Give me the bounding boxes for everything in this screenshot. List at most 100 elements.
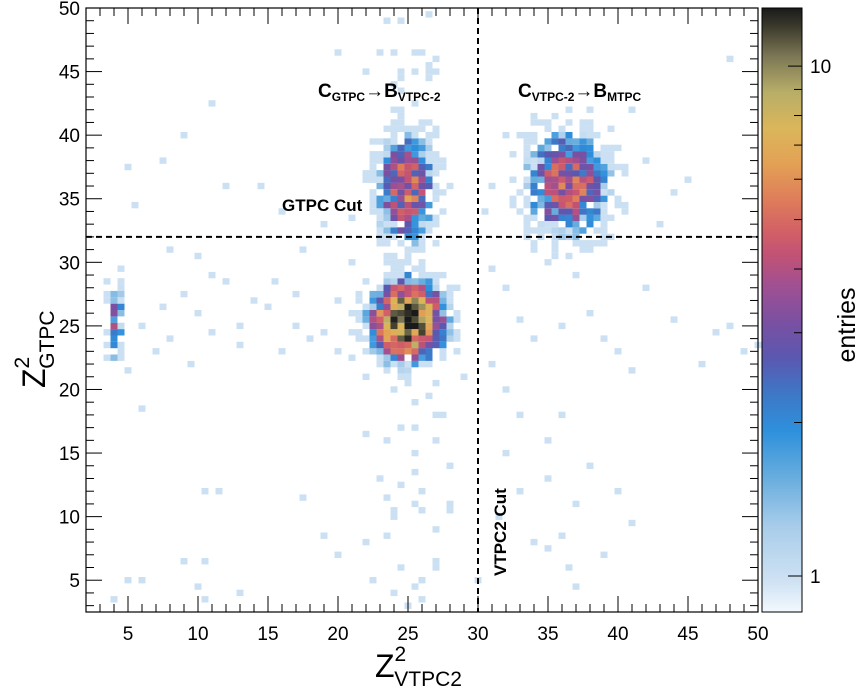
heatmap-cell <box>180 290 188 298</box>
heatmap-cell <box>579 227 587 234</box>
heatmap-cell <box>572 208 580 215</box>
heatmap-cell <box>404 316 412 323</box>
heatmap-cell <box>397 424 405 431</box>
heatmap-cell <box>369 329 377 336</box>
heatmap-cell <box>418 208 426 215</box>
heatmap-cell <box>390 81 398 88</box>
y-axis: 5 10 15 20 25 30 35 40 45 50 <box>59 0 758 607</box>
heatmap-cell <box>600 214 608 221</box>
heatmap-cell <box>376 341 384 349</box>
heatmap-cell <box>432 151 440 158</box>
heatmap-cell <box>418 221 426 228</box>
heatmap-cell <box>446 303 454 310</box>
heatmap-cell <box>530 163 538 171</box>
heatmap-cell <box>551 138 559 145</box>
heatmap-cell <box>439 348 447 355</box>
heatmap-cell <box>509 201 517 209</box>
heatmap-cell <box>516 208 524 215</box>
heatmap-cell <box>404 373 412 380</box>
heatmap-cell <box>593 208 601 215</box>
heatmap-cell <box>418 335 426 342</box>
heatmap-cell <box>404 201 412 209</box>
heatmap-cell <box>418 316 426 323</box>
heatmap-cell <box>383 367 391 374</box>
heatmap-cell <box>355 290 363 298</box>
heatmap-cell <box>628 106 636 113</box>
x-tick-label: 15 <box>257 624 278 645</box>
heatmap-cell <box>432 125 440 132</box>
heatmap-cell <box>537 144 545 152</box>
heatmap-cell <box>565 119 573 126</box>
heatmap-cell <box>383 125 391 132</box>
heatmap-cell <box>558 322 566 330</box>
heatmap-cell <box>376 227 384 234</box>
heatmap-cell <box>558 132 566 139</box>
heatmap-cell <box>397 310 405 317</box>
heatmap-cell <box>397 195 405 202</box>
heatmap-cell <box>579 151 587 158</box>
heatmap-cell <box>425 271 433 279</box>
heatmap-cell <box>607 157 615 164</box>
heatmap-cell <box>558 208 566 215</box>
heatmap-cell <box>439 411 447 419</box>
heatmap-cell <box>355 329 363 336</box>
heatmap-cell <box>124 367 132 374</box>
heatmap-cell <box>404 246 412 253</box>
heatmap-cell <box>579 119 587 126</box>
heatmap-cell <box>348 214 356 221</box>
heatmap-cell <box>593 195 601 202</box>
heatmap-cell <box>544 195 552 202</box>
heatmap-cell <box>432 341 440 349</box>
heatmap-cell <box>411 176 419 183</box>
heatmap-cell <box>418 170 426 177</box>
heatmap-cell <box>439 208 447 215</box>
heatmap-cell <box>348 259 356 266</box>
heatmap-cell <box>586 462 594 469</box>
heatmap-cell <box>579 208 587 215</box>
heatmap-cell <box>383 271 391 279</box>
heatmap-cell <box>530 208 538 215</box>
heatmap-cell <box>593 182 601 190</box>
heatmap-cell <box>579 246 587 253</box>
heatmap-cell <box>586 144 594 152</box>
heatmap-cell <box>446 297 454 304</box>
heatmap-cell <box>593 214 601 221</box>
heatmap-cell <box>453 348 461 355</box>
heatmap-cell <box>432 170 440 177</box>
x-tick-label: 40 <box>607 624 628 645</box>
heatmap-cell <box>397 373 405 380</box>
heatmap-cell <box>425 316 433 323</box>
heatmap-cell <box>523 195 531 202</box>
heatmap-cell <box>397 278 405 285</box>
heatmap-cell <box>600 195 608 202</box>
heatmap-cell <box>404 290 412 298</box>
heatmap-cell <box>600 170 608 177</box>
heatmap-cell <box>362 316 370 323</box>
heatmap-cell <box>320 329 328 336</box>
heatmap-cell <box>439 354 447 361</box>
heatmap-cell <box>579 240 587 247</box>
heatmap-cell <box>572 195 580 202</box>
heatmap-cell <box>299 494 307 501</box>
heatmap-cell <box>544 182 552 190</box>
heatmap-cell <box>131 201 139 209</box>
heatmap-cell <box>432 310 440 317</box>
heatmap-cell <box>397 106 405 113</box>
heatmap-cell <box>544 208 552 215</box>
heatmap-cell <box>544 176 552 183</box>
heatmap-cell <box>397 189 405 196</box>
heatmap-cell <box>600 227 608 234</box>
heatmap-cell <box>628 367 636 374</box>
heatmap-cell <box>397 163 405 171</box>
heatmap-cell <box>397 144 405 152</box>
heatmap-cell <box>404 132 412 139</box>
heatmap-cell <box>593 163 601 171</box>
heatmap-cell <box>586 157 594 164</box>
heatmap-cell <box>432 564 440 571</box>
heatmap-cell <box>376 316 384 323</box>
heatmap-cell <box>418 310 426 317</box>
heatmap-cell <box>523 163 531 171</box>
heatmap-cell <box>572 163 580 171</box>
heatmap-cell <box>369 322 377 330</box>
